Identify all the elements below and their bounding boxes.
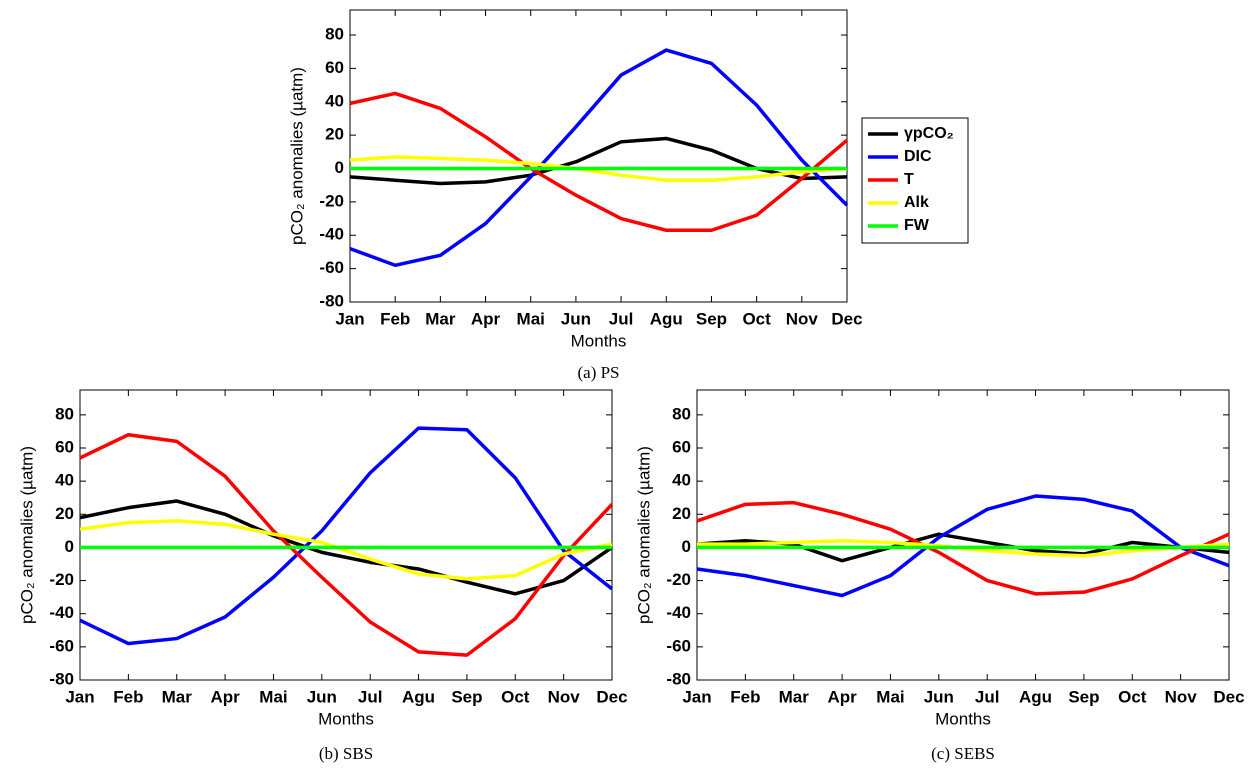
x-tick-label: Dec <box>831 309 862 328</box>
x-tick-label: Feb <box>380 309 410 328</box>
x-tick-label: Dec <box>596 687 627 706</box>
y-tick-label: -40 <box>319 225 344 244</box>
x-tick-label: Dec <box>1213 687 1244 706</box>
x-tick-label: Sep <box>1068 687 1099 706</box>
y-tick-label: 80 <box>325 25 344 44</box>
y-tick-label: -60 <box>666 636 691 655</box>
x-tick-label: Feb <box>730 687 760 706</box>
series-line <box>349 48 849 268</box>
x-tick-label: Jan <box>682 687 711 706</box>
series-line <box>696 500 1230 596</box>
x-tick-label: Apr <box>210 687 240 706</box>
x-tick-label: Jul <box>358 687 383 706</box>
x-tick-label: Apr <box>827 687 857 706</box>
series-line <box>349 91 849 233</box>
x-tick-label: Apr <box>471 309 501 328</box>
y-tick-label: -40 <box>49 603 74 622</box>
legend-label: FW <box>904 217 930 234</box>
plot-area <box>79 389 613 681</box>
y-tick-label: -60 <box>49 636 74 655</box>
y-tick-label: -80 <box>666 669 691 688</box>
y-tick-label: -20 <box>49 570 74 589</box>
x-tick-label: Nov <box>786 309 819 328</box>
x-tick-label: Agu <box>1019 687 1052 706</box>
legend-label: DIC <box>904 148 932 165</box>
plot-area <box>349 9 848 303</box>
x-axis-label: Months <box>571 331 627 350</box>
y-tick-label: 80 <box>55 404 74 423</box>
x-tick-label: Oct <box>742 309 771 328</box>
series-line <box>79 426 614 646</box>
legend-label: T <box>904 171 914 188</box>
x-tick-label: Mai <box>517 309 545 328</box>
x-axis-label: Months <box>318 709 374 728</box>
x-tick-label: Jan <box>65 687 94 706</box>
x-axis-label: Months <box>935 709 991 728</box>
y-axis-label: pCO₂ anomalies (µatm) <box>287 67 306 245</box>
x-tick-label: Sep <box>451 687 482 706</box>
series-line <box>696 494 1230 598</box>
x-tick-label: Mar <box>779 687 810 706</box>
y-tick-label: -80 <box>319 291 344 310</box>
y-tick-label: 60 <box>672 437 691 456</box>
x-tick-label: Nov <box>1165 687 1198 706</box>
x-tick-label: Oct <box>501 687 530 706</box>
x-tick-label: Jun <box>307 687 337 706</box>
x-tick-label: Jun <box>561 309 591 328</box>
plot-area <box>696 389 1230 681</box>
x-tick-label: Jan <box>335 309 364 328</box>
y-tick-label: 40 <box>55 471 74 490</box>
y-tick-label: 40 <box>325 91 344 110</box>
y-tick-label: -20 <box>666 570 691 589</box>
y-tick-label: 20 <box>55 504 74 523</box>
x-tick-label: Sep <box>696 309 727 328</box>
x-tick-label: Mai <box>259 687 287 706</box>
series-line <box>79 499 613 596</box>
y-tick-label: 60 <box>55 437 74 456</box>
x-tick-label: Oct <box>1118 687 1147 706</box>
caption: (b) SBS <box>319 744 373 763</box>
y-tick-label: 40 <box>672 471 691 490</box>
y-tick-label: 20 <box>325 125 344 144</box>
legend-label: Alk <box>904 194 929 211</box>
y-axis-label: pCO₂ anomalies (µatm) <box>17 446 36 624</box>
y-tick-label: 60 <box>325 58 344 77</box>
x-tick-label: Mar <box>162 687 193 706</box>
y-tick-label: -20 <box>319 191 344 210</box>
x-tick-label: Nov <box>548 687 581 706</box>
x-tick-label: Jul <box>975 687 1000 706</box>
series-line <box>79 432 614 657</box>
x-tick-label: Agu <box>650 309 683 328</box>
x-tick-label: Mai <box>876 687 904 706</box>
y-tick-label: 0 <box>335 158 344 177</box>
series-line <box>79 519 613 581</box>
legend-label: γpCO₂ <box>904 125 954 142</box>
caption: (a) PS <box>577 363 619 382</box>
x-tick-label: Feb <box>113 687 143 706</box>
y-tick-label: -40 <box>666 603 691 622</box>
y-tick-label: 20 <box>672 504 691 523</box>
x-tick-label: Jun <box>924 687 954 706</box>
series-line <box>349 155 848 182</box>
y-tick-label: -80 <box>49 669 74 688</box>
y-tick-label: 0 <box>65 537 74 556</box>
y-axis-label: pCO₂ anomalies (µatm) <box>634 446 653 624</box>
caption: (c) SEBS <box>931 744 995 763</box>
x-tick-label: Agu <box>402 687 435 706</box>
y-tick-label: 0 <box>682 537 691 556</box>
x-tick-label: Jul <box>609 309 634 328</box>
y-tick-label: -60 <box>319 258 344 277</box>
x-tick-label: Mar <box>425 309 456 328</box>
y-tick-label: 80 <box>672 404 691 423</box>
